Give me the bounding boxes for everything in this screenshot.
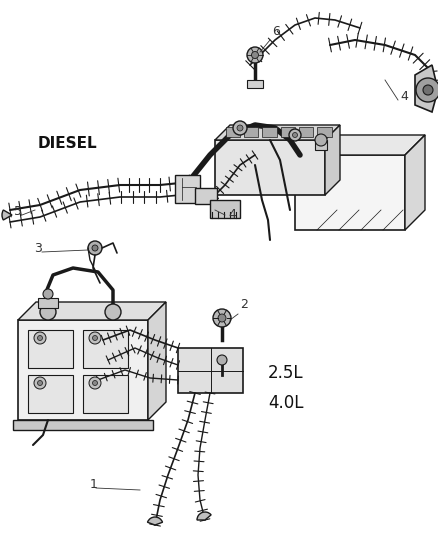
Bar <box>175 175 200 203</box>
Circle shape <box>105 304 121 320</box>
Text: DIESEL: DIESEL <box>38 136 98 151</box>
Text: 6: 6 <box>272 25 280 38</box>
Bar <box>83 330 128 368</box>
Text: 1: 1 <box>90 478 98 491</box>
Circle shape <box>315 134 327 146</box>
Circle shape <box>40 304 56 320</box>
Text: 3: 3 <box>34 242 42 255</box>
Circle shape <box>237 125 243 131</box>
Circle shape <box>213 309 231 327</box>
Bar <box>28 375 73 413</box>
Bar <box>299 127 313 137</box>
Circle shape <box>89 332 101 344</box>
Text: 5: 5 <box>14 205 22 218</box>
Bar <box>18 320 148 420</box>
Circle shape <box>92 335 98 341</box>
Polygon shape <box>325 125 340 195</box>
Circle shape <box>293 133 297 138</box>
Bar <box>317 127 332 137</box>
Bar <box>215 140 325 195</box>
Bar <box>210 200 240 218</box>
Text: 4: 4 <box>400 90 408 103</box>
Bar <box>244 127 258 137</box>
Polygon shape <box>148 302 166 420</box>
Polygon shape <box>18 302 166 320</box>
Circle shape <box>217 355 227 365</box>
Circle shape <box>43 289 53 299</box>
Circle shape <box>251 52 258 59</box>
Polygon shape <box>415 65 438 112</box>
Circle shape <box>89 377 101 389</box>
Bar <box>295 155 405 230</box>
Bar <box>178 348 243 393</box>
Bar <box>280 127 295 137</box>
Circle shape <box>92 381 98 385</box>
Text: 4: 4 <box>228 208 236 221</box>
Text: 4.0L: 4.0L <box>268 394 304 412</box>
Circle shape <box>289 129 301 141</box>
Circle shape <box>92 245 98 251</box>
Bar <box>83 375 128 413</box>
Bar <box>195 188 217 204</box>
Bar <box>13 420 153 430</box>
Circle shape <box>38 335 42 341</box>
Circle shape <box>34 377 46 389</box>
Circle shape <box>247 47 263 63</box>
Polygon shape <box>215 125 340 140</box>
Circle shape <box>233 121 247 135</box>
Wedge shape <box>148 517 162 525</box>
Text: 2.5L: 2.5L <box>268 364 304 382</box>
Circle shape <box>218 314 226 322</box>
Wedge shape <box>2 210 12 220</box>
Wedge shape <box>197 512 211 520</box>
Bar <box>226 127 240 137</box>
Polygon shape <box>405 135 425 230</box>
Bar <box>28 330 73 368</box>
Polygon shape <box>295 135 425 155</box>
Circle shape <box>423 85 433 95</box>
Text: 2: 2 <box>240 298 248 311</box>
Circle shape <box>34 332 46 344</box>
Bar <box>38 298 58 308</box>
Circle shape <box>38 381 42 385</box>
Bar <box>315 140 327 150</box>
Circle shape <box>416 78 438 102</box>
Bar <box>247 80 263 88</box>
Bar <box>262 127 276 137</box>
Circle shape <box>88 241 102 255</box>
